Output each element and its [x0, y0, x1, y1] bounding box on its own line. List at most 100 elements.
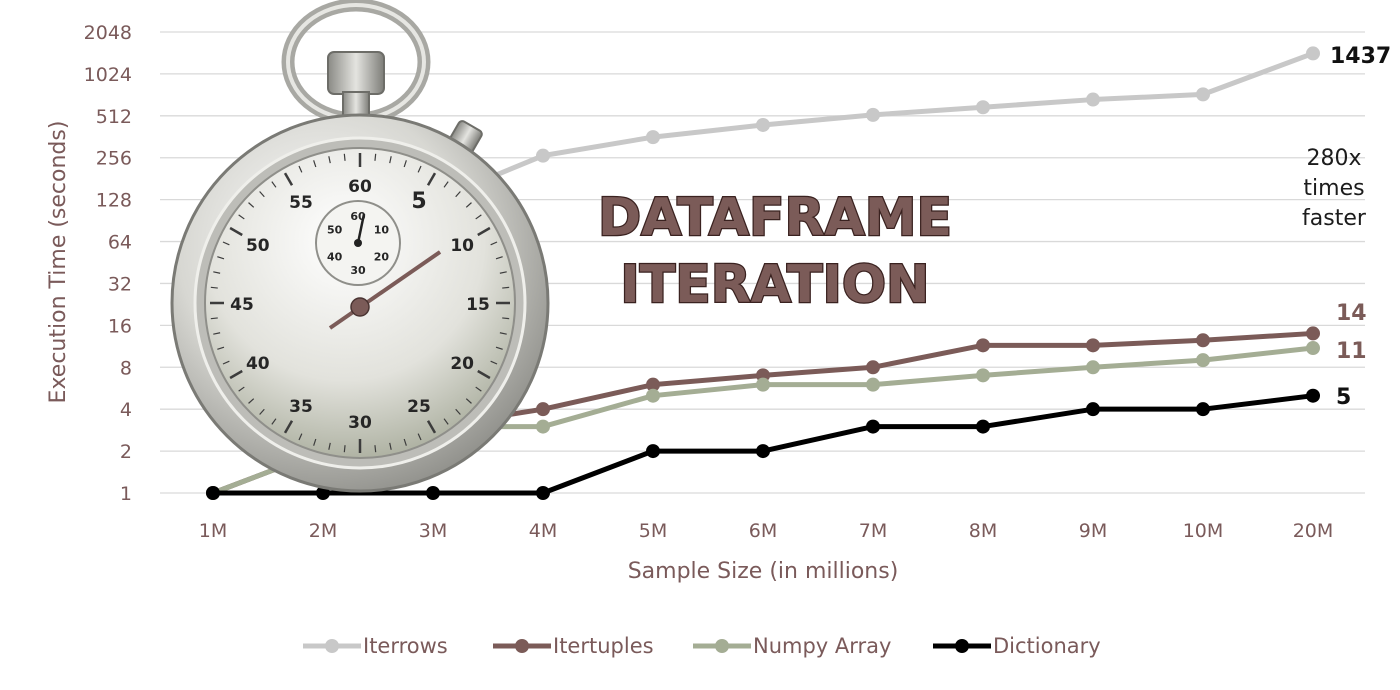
tick-mark	[502, 317, 510, 320]
subdial-number: 30	[350, 264, 366, 277]
data-point	[756, 377, 770, 392]
x-tick-label: 20M	[1293, 520, 1334, 542]
x-tick-label: 9M	[1079, 520, 1107, 542]
tick-mark	[283, 172, 294, 186]
legend-item: Numpy Array	[693, 634, 891, 658]
y-tick-label: 1	[120, 483, 132, 505]
tick-mark	[475, 386, 482, 392]
data-point	[646, 377, 660, 392]
tick-mark	[475, 214, 482, 220]
y-tick-label: 2	[120, 441, 132, 463]
y-tick-label: 256	[96, 148, 132, 170]
tick-mark	[213, 271, 221, 274]
series-end-labels: 1437 14 11 5	[1330, 44, 1391, 410]
x-tick-label: 7M	[859, 520, 887, 542]
x-tick-label: 2M	[309, 520, 337, 542]
tick-mark	[213, 332, 221, 335]
tick-mark	[248, 398, 255, 404]
dial-number: 55	[289, 193, 313, 213]
y-tick-label: 128	[96, 190, 132, 212]
data-point	[1306, 388, 1320, 403]
data-point	[866, 419, 880, 434]
subdial-number: 10	[374, 224, 390, 237]
dial-number: 50	[246, 236, 270, 256]
stopwatch-icon: 60 5 10 15 20 25 30 35 40 45 50 55 60 10 20 30 40 50	[170, 0, 550, 493]
legend-marker	[325, 639, 339, 653]
legend-marker	[715, 639, 729, 653]
legend-item: Itertuples	[493, 634, 654, 658]
data-point	[206, 486, 220, 500]
data-point	[866, 377, 880, 392]
stopwatch-outer-numbers: 60 5 10 15 20 25 30 35 40 45 50 55	[230, 177, 490, 433]
tick-mark	[217, 346, 225, 350]
tick-mark	[298, 433, 303, 441]
annotation-line: 280x	[1306, 146, 1361, 171]
tick-mark	[229, 226, 243, 237]
tick-mark	[328, 442, 331, 450]
legend-marker	[515, 639, 529, 653]
tick-mark	[313, 160, 317, 168]
tick-mark	[229, 369, 243, 380]
tick-mark	[403, 160, 407, 168]
data-point	[1086, 338, 1100, 353]
tick-mark	[238, 386, 245, 392]
data-point	[646, 130, 660, 145]
tick-mark	[465, 398, 472, 404]
data-point	[646, 388, 660, 403]
tick-mark	[490, 360, 498, 365]
tick-mark	[455, 191, 461, 198]
subdial-number: 20	[374, 251, 390, 264]
tick-mark	[210, 286, 218, 289]
dial-number: 45	[230, 295, 254, 315]
data-point	[426, 486, 440, 500]
data-point	[536, 148, 550, 163]
x-tick-label: 5M	[639, 520, 667, 542]
stopwatch-subdial-pivot	[354, 239, 362, 247]
tick-mark	[426, 420, 437, 434]
legend-label: Dictionary	[993, 634, 1101, 658]
x-axis-title: Sample Size (in millions)	[628, 559, 899, 584]
tick-mark	[465, 202, 472, 208]
series-dictionary	[206, 388, 1320, 500]
speedup-annotation: 280x times faster	[1302, 146, 1367, 231]
stopwatch-tick-marks	[210, 153, 510, 453]
data-point	[646, 444, 660, 459]
stopwatch-hand-pivot	[350, 297, 370, 317]
y-tick-label: 512	[96, 106, 132, 128]
tick-mark	[248, 202, 255, 208]
y-tick-label: 4	[120, 399, 132, 421]
tick-mark	[490, 241, 498, 246]
dial-number: 60	[348, 177, 372, 197]
data-point	[1086, 402, 1100, 417]
dial-number: 30	[348, 413, 372, 433]
tick-mark	[426, 172, 437, 186]
end-label: 1437	[1330, 44, 1391, 69]
y-tick-label: 1024	[84, 64, 132, 86]
tick-mark	[477, 226, 491, 237]
tick-mark	[499, 332, 507, 335]
tick-mark	[271, 418, 277, 425]
dial-number: 5	[411, 189, 426, 214]
title-line-2: ITERATION	[620, 255, 929, 315]
tick-mark	[238, 214, 245, 220]
data-point	[976, 338, 990, 353]
legend-item: Iterrows	[303, 634, 448, 658]
data-point	[756, 117, 770, 132]
tick-mark	[417, 433, 422, 441]
y-axis-title: Execution Time (seconds)	[46, 121, 71, 404]
tick-mark	[389, 442, 392, 450]
tick-mark	[455, 408, 461, 415]
tick-mark	[271, 181, 277, 188]
stopwatch-subdial-hand	[356, 213, 366, 244]
tick-mark	[222, 241, 230, 246]
y-tick-label: 16	[108, 315, 132, 337]
data-point	[1196, 333, 1210, 348]
x-tick-label: 4M	[529, 520, 557, 542]
tick-mark	[217, 256, 225, 260]
tick-mark	[417, 165, 422, 173]
title-line-1: DATAFRAME	[598, 188, 952, 248]
data-point	[1306, 46, 1320, 61]
dial-number: 10	[450, 236, 474, 256]
dial-number: 20	[450, 354, 474, 374]
